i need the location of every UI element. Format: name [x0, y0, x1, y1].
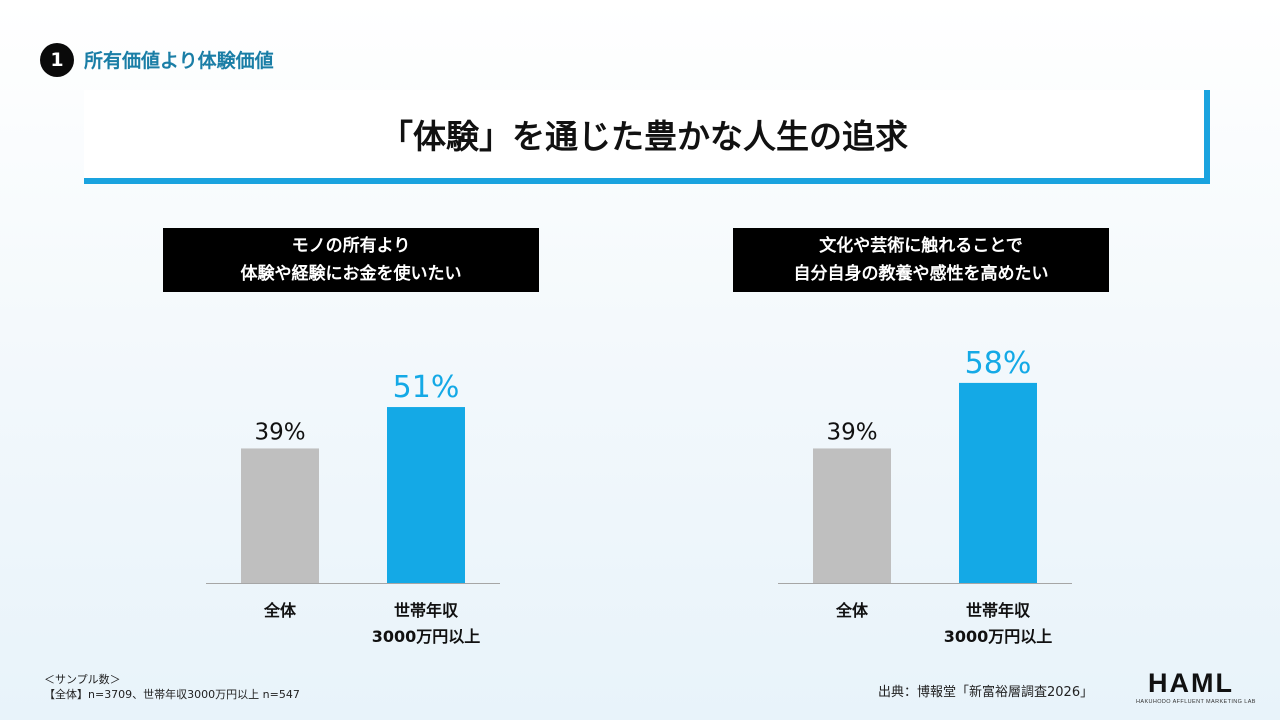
panel-2-header-line1: 文化や芸術に触れることで — [819, 236, 1023, 256]
panel-1-header: モノの所有より 体験や経験にお金を使いたい — [163, 228, 539, 292]
logo-wordmark: HAML — [1148, 668, 1234, 698]
chart-2-value-label-overall: 39% — [826, 419, 877, 445]
sample-size-note: ＜サンプル数＞ 【全体】n=3709、世帯年収3000万円以上 n=547 — [44, 673, 300, 701]
logo-tagline: HAKUHODO AFFLUENT MARKETING LAB — [1136, 699, 1256, 705]
section-title: 所有価値より体験価値 — [84, 50, 274, 72]
slide-title-box: 「体験」を通じた豊かな人生の追求 — [84, 90, 1210, 184]
section-number-badge: 1 — [40, 43, 74, 77]
chart-2-bar-high-income — [959, 382, 1037, 583]
chart-1-value-label-high-income: 51% — [393, 370, 460, 405]
panel-2-header: 文化や芸術に触れることで 自分自身の教養や感性を高めたい — [733, 228, 1109, 292]
chart-1-bar-overall — [241, 448, 319, 583]
chart-2-value-label-high-income: 58% — [965, 346, 1032, 381]
chart-1-value-label-overall: 39% — [254, 419, 305, 445]
panel-1-header-line1: モノの所有より — [291, 236, 411, 256]
panel-1-category-high-income: 世帯年収 3000万円以上 — [371, 601, 481, 646]
chart-2-bar-overall — [813, 448, 891, 583]
panel-2-category-high-income: 世帯年収 3000万円以上 — [943, 601, 1053, 646]
panel-2-category-overall: 全体 — [835, 601, 868, 620]
panel-1-header-line2: 体験や経験にお金を使いたい — [240, 264, 462, 284]
panel-2-header-line2: 自分自身の教養や感性を高めたい — [793, 264, 1049, 284]
chart-1-bar-high-income — [387, 407, 465, 583]
source-note: 出典：博報堂「新富裕層調査2026」 — [878, 685, 1094, 700]
panel-1-category-overall: 全体 — [263, 601, 296, 620]
slide-title: 「体験」を通じた豊かな人生の追求 — [380, 117, 908, 156]
haml-logo: HAML HAKUHODO AFFLUENT MARKETING LAB — [1136, 668, 1256, 705]
